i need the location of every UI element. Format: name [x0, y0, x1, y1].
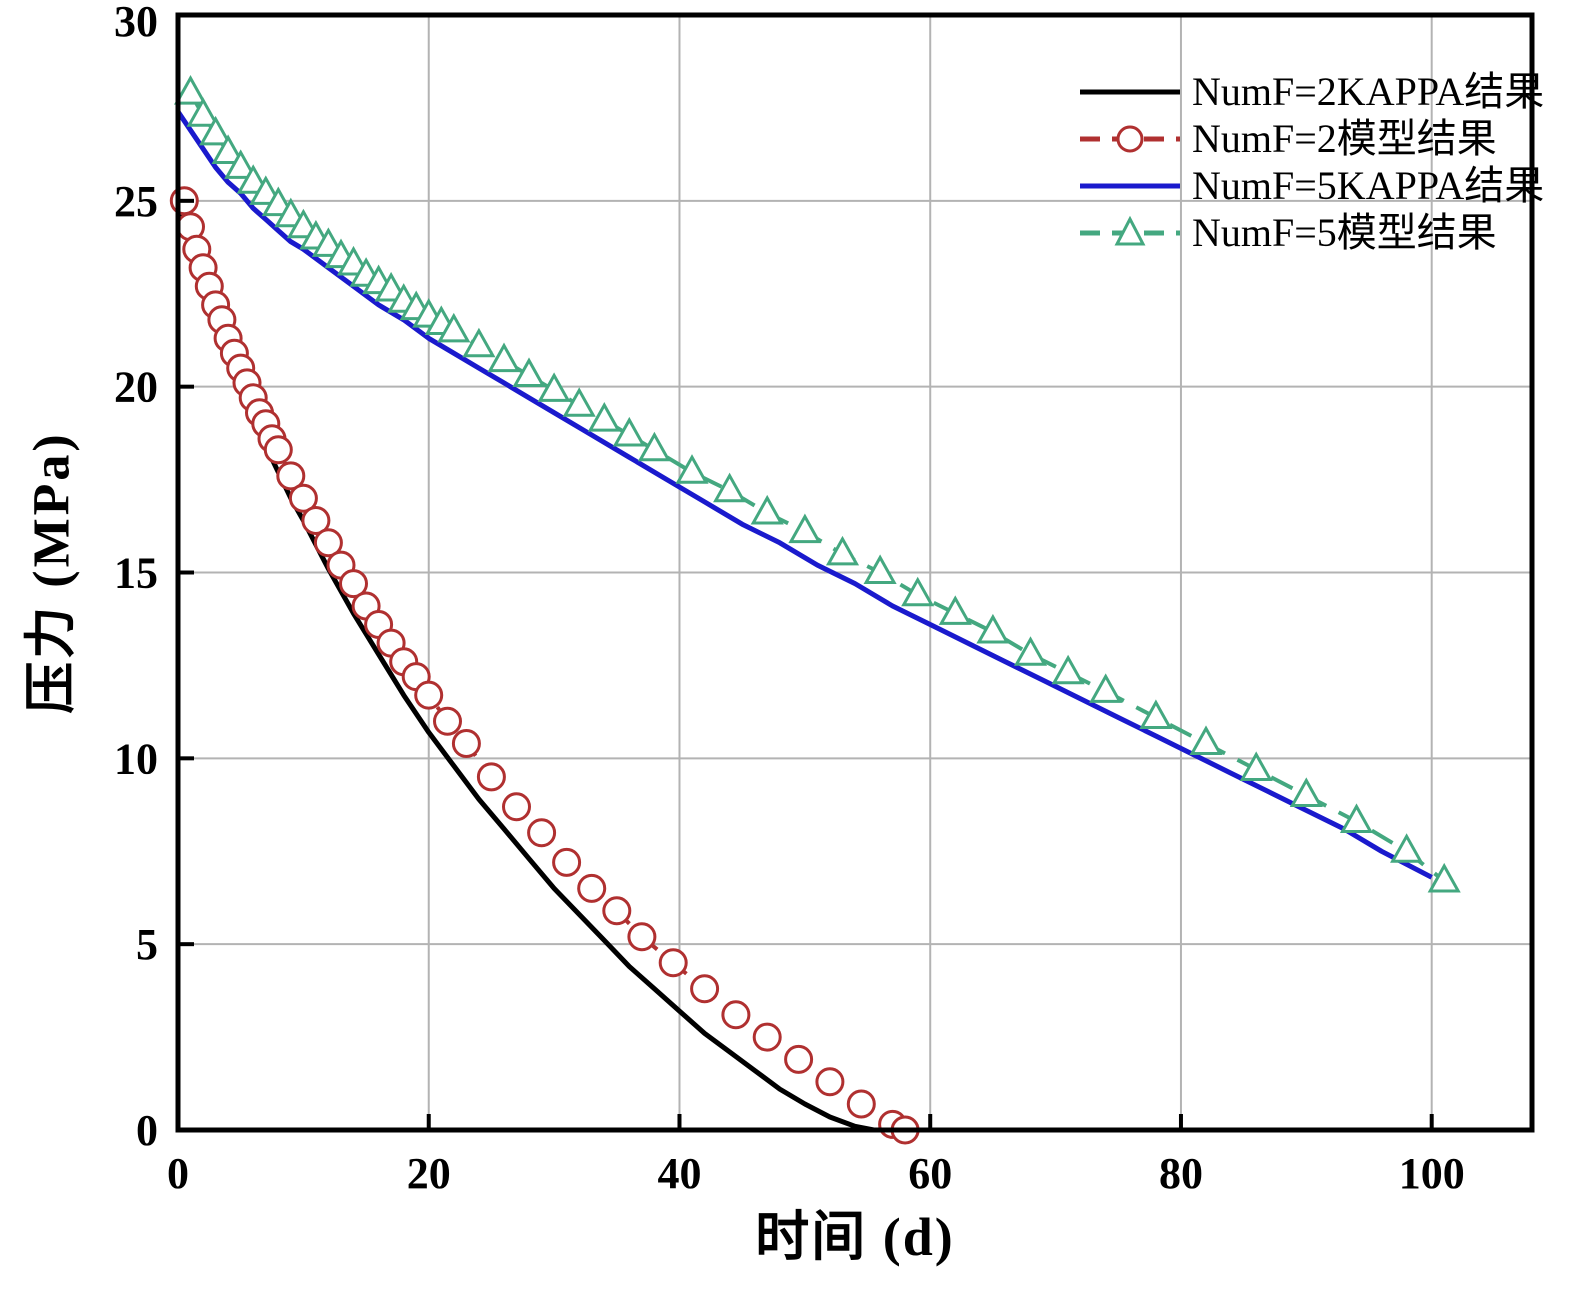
legend-sample-numf5-model [1080, 215, 1180, 246]
series-line-numf5-kappa [175, 110, 1433, 880]
legend-sample-numf2-model [1080, 125, 1180, 153]
y-tick-label: 25 [114, 177, 158, 226]
x-tick-label: 100 [1399, 1149, 1465, 1198]
legend-label-numf5-kappa: NumF=5KAPPA结果 [1192, 163, 1545, 208]
legend-label-numf2-kappa: NumF=2KAPPA结果 [1192, 69, 1545, 114]
legend-item-numf2-kappa: NumF=2KAPPA结果 [1078, 70, 1544, 114]
y-tick-label: 5 [136, 920, 158, 969]
y-tick-label: 30 [114, 0, 158, 46]
legend-item-numf2-model: NumF=2模型结果 [1078, 117, 1544, 161]
x-tick-label: 0 [167, 1149, 189, 1198]
legend-label-numf5-model: NumF=5模型结果 [1192, 210, 1497, 255]
series-line-numf2-kappa [175, 200, 875, 1133]
series-markers-numf5-model [173, 75, 1461, 893]
y-tick-label: 20 [114, 363, 158, 412]
legend: NumF=2KAPPA结果 NumF=2模型结果 NumF=5KAPPA结果 NumF… [1078, 70, 1544, 255]
x-tick-label: 20 [407, 1149, 451, 1198]
x-tick-label: 40 [658, 1149, 702, 1198]
legend-sample-numf5-kappa [1080, 183, 1180, 189]
y-tick-label: 10 [114, 734, 158, 783]
legend-sample-numf2-kappa [1080, 89, 1180, 95]
series-markers-numf2-model [169, 186, 920, 1145]
y-tick-label: 0 [136, 1106, 158, 1155]
grid-lines [178, 15, 1532, 1130]
y-axis-ticks: 0 5 10 15 20 25 30 [114, 0, 194, 1155]
x-axis-ticks: 0 20 40 60 80 100 [167, 1114, 1465, 1198]
series [169, 75, 1461, 1145]
series-line-numf2-model [182, 200, 906, 1132]
legend-item-numf5-kappa: NumF=5KAPPA结果 [1078, 164, 1544, 208]
x-tick-label: 80 [1159, 1149, 1203, 1198]
legend-label-numf2-model: NumF=2模型结果 [1192, 116, 1497, 161]
y-tick-label: 15 [114, 549, 158, 598]
legend-item-numf5-model: NumF=5模型结果 [1078, 211, 1544, 255]
x-tick-label: 60 [908, 1149, 952, 1198]
x-axis-label: 时间 (d) [755, 1207, 955, 1267]
